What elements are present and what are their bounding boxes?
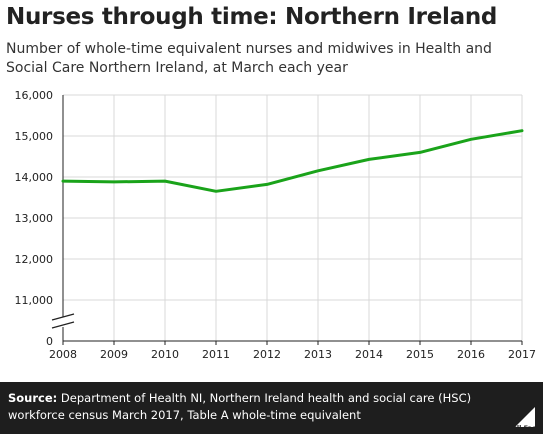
line-chart: 16,00015,00014,00013,00012,00011,0000200… (15, 89, 537, 361)
axis-break-mark (51, 321, 75, 329)
axis-break-mark (51, 313, 75, 321)
source-label: Source: (8, 391, 58, 405)
series-line (61, 129, 524, 193)
x-tick-label: 2010 (151, 348, 179, 361)
chart-title: Nurses through time: Northern Ireland (6, 4, 498, 30)
x-tick-label: 2012 (253, 348, 281, 361)
footer: Source: Department of Health NI, Norther… (0, 382, 543, 434)
x-tick-label: 2011 (202, 348, 230, 361)
axis-break-mask (50, 317, 76, 327)
x-tick-label: 2017 (508, 348, 536, 361)
source-note: Source: Department of Health NI, Norther… (8, 390, 478, 424)
y-tick-label: 0 (46, 335, 53, 348)
source-text: Department of Health NI, Northern Irelan… (8, 391, 472, 422)
x-tick-label: 2008 (49, 348, 77, 361)
y-tick-label: 15,000 (15, 130, 54, 143)
x-tick-label: 2015 (406, 348, 434, 361)
chart-subtitle: Number of whole-time equivalent nurses a… (6, 41, 492, 76)
y-tick-label: 12,000 (15, 253, 54, 266)
x-tick-label: 2016 (457, 348, 485, 361)
full-fact-logo-text: Full Fact (508, 424, 539, 432)
x-tick-label: 2014 (355, 348, 383, 361)
x-tick-label: 2013 (304, 348, 332, 361)
full-fact-logo-icon (515, 407, 535, 427)
y-tick-label: 11,000 (15, 294, 54, 307)
x-tick-label: 2009 (100, 348, 128, 361)
y-tick-label: 16,000 (15, 89, 54, 102)
y-tick-label: 13,000 (15, 212, 54, 225)
y-tick-label: 14,000 (15, 171, 54, 184)
